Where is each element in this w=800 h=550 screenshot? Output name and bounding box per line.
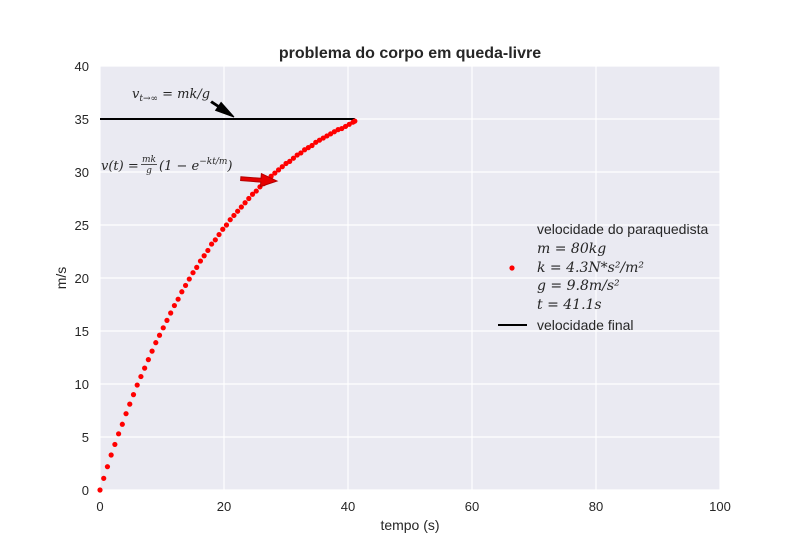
velocity-point (142, 365, 148, 371)
y-tick-label: 30 (75, 165, 89, 180)
velocity-point (238, 204, 244, 210)
velocity-point (246, 195, 252, 202)
x-tick-label: 100 (709, 499, 731, 514)
x-tick-label: 80 (589, 499, 603, 514)
velocity-point (119, 421, 125, 427)
velocity-point (179, 289, 185, 295)
y-tick-label: 0 (82, 483, 89, 498)
velocity-point (309, 142, 315, 149)
velocity-formula-annotation: v(t) = mk g (1 − e−kt/m) (101, 155, 279, 188)
x-tick-label: 60 (465, 499, 479, 514)
legend-scatter-line-2: m = 80kg (537, 241, 606, 257)
velocity-point (209, 241, 215, 247)
velocity-formula-denominator: g (146, 166, 152, 176)
legend-scatter-line-5: t = 41.1s (537, 297, 602, 313)
velocity-point (145, 357, 151, 363)
legend-scatter-line-4: g = 9.8m/s² (537, 278, 620, 294)
velocity-point (197, 258, 204, 264)
velocity-point (156, 332, 163, 338)
velocity-formula-body: (1 − e−kt/m) (159, 157, 232, 174)
velocity-point (194, 264, 200, 270)
grid-lines (99, 65, 721, 491)
terminal-velocity-rest: = mk/g (158, 87, 210, 102)
x-tick-label: 20 (217, 499, 231, 514)
x-tick-labels: 0 20 40 60 80 100 (96, 499, 730, 514)
velocity-formula-lhs: v(t) = (101, 159, 139, 174)
velocity-point (298, 150, 304, 156)
velocity-point (108, 452, 114, 458)
terminal-velocity-annotation: vt→∞ = mk/g (132, 87, 235, 118)
velocity-point (112, 441, 118, 448)
velocity-point (149, 348, 155, 354)
velocity-series (97, 118, 358, 493)
y-tick-label: 25 (75, 218, 89, 233)
velocity-formula-arrow (240, 172, 279, 188)
velocity-point (290, 155, 297, 161)
velocity-point (242, 200, 248, 206)
velocity-point (231, 212, 237, 219)
velocity-point (97, 487, 103, 493)
velocity-point (272, 170, 278, 176)
velocity-point (253, 188, 259, 194)
y-tick-label: 20 (75, 271, 89, 286)
velocity-point (287, 158, 293, 164)
velocity-point (249, 191, 256, 197)
velocity-point (216, 231, 222, 238)
x-axis-label: tempo (s) (380, 517, 439, 533)
x-tick-label: 40 (341, 499, 355, 514)
velocity-point (190, 270, 196, 276)
velocity-point (116, 431, 122, 437)
velocity-point (182, 282, 189, 289)
terminal-velocity-arrow (210, 100, 235, 118)
legend-scatter-line-1: velocidade do paraquedista (537, 221, 708, 237)
velocity-formula-exponent: −kt/m (199, 157, 227, 167)
velocity-point (138, 373, 144, 380)
y-axis-label: m/s (53, 267, 69, 290)
velocity-point (168, 310, 174, 316)
terminal-velocity-subscript: t→∞ (139, 94, 158, 104)
y-tick-label: 15 (75, 324, 89, 339)
velocity-point (160, 325, 166, 331)
velocity-formula-end: ) (226, 159, 232, 174)
terminal-velocity-formula: vt→∞ = mk/g (132, 87, 210, 104)
velocity-point (171, 302, 177, 309)
velocity-point (212, 237, 218, 243)
y-tick-label: 40 (75, 59, 89, 74)
velocity-formula-mid: (1 − e (159, 159, 200, 174)
velocity-point (201, 253, 207, 259)
velocity-point (275, 167, 282, 173)
velocity-formula: v(t) = (101, 159, 139, 174)
y-tick-label: 35 (75, 112, 89, 127)
velocity-point (227, 217, 233, 223)
legend-scatter-line-3: k = 4.3N*s²/m² (537, 260, 644, 276)
velocity-point (130, 392, 137, 398)
legend-line-label: velocidade final (537, 317, 634, 333)
y-tick-label: 5 (82, 430, 89, 445)
velocity-point (279, 164, 285, 170)
velocity-point (175, 296, 181, 302)
terminal-velocity-base: v (132, 87, 140, 102)
chart-title: problema do corpo em queda-livre (279, 45, 541, 62)
velocity-formula-numerator: mk (142, 155, 156, 165)
y-tick-label: 10 (75, 377, 89, 392)
velocity-point (235, 208, 241, 214)
velocity-point (352, 118, 358, 124)
velocity-point (101, 475, 107, 481)
velocity-point (164, 317, 170, 323)
velocity-point (205, 247, 211, 254)
x-tick-label: 0 (96, 499, 103, 514)
velocity-point (153, 340, 159, 346)
velocity-point (123, 411, 129, 417)
legend: velocidade do paraquedista m = 80kg k = … (498, 221, 708, 333)
velocity-point (104, 464, 111, 470)
velocity-point (127, 401, 133, 407)
y-tick-labels: 0 5 10 15 20 25 30 35 40 (75, 59, 89, 498)
velocity-point (134, 382, 140, 388)
velocity-point (186, 276, 192, 282)
velocity-point (223, 222, 230, 228)
legend-scatter-marker (509, 265, 515, 271)
velocity-point (220, 226, 226, 232)
